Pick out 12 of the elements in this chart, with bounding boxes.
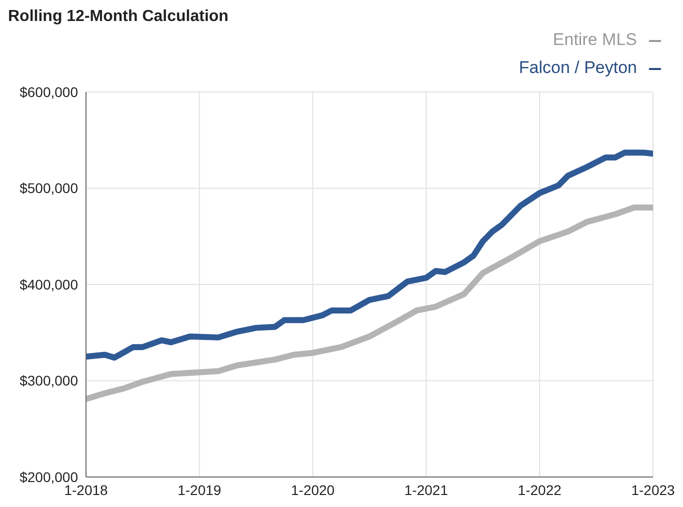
x-tick-label: 1-2022 [518, 482, 562, 498]
chart-title: Rolling 12-Month Calculation [8, 8, 230, 26]
x-tick-label: 1-2019 [178, 482, 222, 498]
legend-label: Entire MLS [552, 30, 637, 49]
x-tick-label: 1-2023 [631, 482, 676, 498]
y-tick-label: $500,000 [20, 180, 78, 196]
y-tick-label: $400,000 [20, 276, 78, 292]
legend-label: Falcon / Peyton [518, 58, 637, 77]
x-tick-label: 1-2020 [291, 482, 335, 498]
x-tick-label: 1-2021 [404, 482, 448, 498]
y-tick-label: $600,000 [20, 84, 78, 100]
y-tick-label: $300,000 [20, 372, 78, 389]
